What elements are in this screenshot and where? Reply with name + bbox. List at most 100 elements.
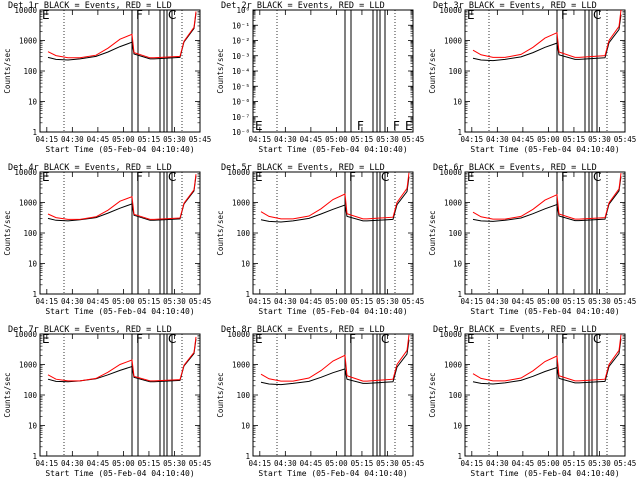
xtick-label: 05:15 [351, 459, 374, 468]
y-axis-label: Counts/sec [428, 210, 437, 255]
xtick-label: 04:45 [512, 297, 535, 306]
event-marker: F [561, 170, 568, 184]
event-marker: C [168, 332, 176, 346]
xtick-label: 05:00 [537, 459, 560, 468]
ytick-label: 1000 [232, 199, 251, 208]
y-axis-label: Counts/sec [3, 210, 12, 255]
panel-title: Det 2r BLACK = Events, RED = LLD [221, 1, 385, 11]
series-lld-line [260, 334, 410, 382]
ytick-label: 1000 [444, 37, 463, 46]
event-marker: C [381, 170, 389, 184]
ytick-label: 1000 [19, 37, 38, 46]
xtick-label: 04:45 [87, 135, 110, 144]
ytick-label: 1 [457, 290, 462, 299]
series-lld-line [47, 11, 197, 59]
panel-det-6: Det 6r BLACK = Events, RED = LLD 1 10 100 10… [428, 163, 636, 316]
panel-det-3: Det 3r BLACK = Events, RED = LLD 1 10 100 10… [428, 1, 636, 154]
panel-det-2: Det 2r BLACK = Events, RED = LLD 10⁻⁸ 10⁻⁷… [216, 1, 424, 154]
xtick-label: 05:30 [376, 135, 399, 144]
xtick-label: 05:30 [376, 459, 399, 468]
ytick-label: 10000 [14, 330, 37, 339]
xtick-label: 04:45 [300, 297, 323, 306]
event-marker: F [393, 119, 400, 133]
ytick-label: 10⁻¹ [232, 21, 250, 30]
xtick-label: 04:30 [486, 297, 509, 306]
xtick-label: 05:45 [402, 459, 425, 468]
xtick-label: 04:15 [461, 297, 484, 306]
ytick-label: 1 [457, 128, 462, 137]
ytick-label: 100 [23, 229, 37, 238]
xtick-label: 05:15 [138, 135, 161, 144]
ytick-label: 10000 [227, 168, 250, 177]
ytick-label: 10 [453, 98, 463, 107]
xtick-label: 04:30 [486, 135, 509, 144]
ytick-label: 1000 [444, 199, 463, 208]
xtick-label: 04:45 [87, 297, 110, 306]
xtick-label: 05:15 [563, 135, 586, 144]
event-marker: F [136, 170, 143, 184]
panel-title: Det 8r BLACK = Events, RED = LLD [221, 325, 385, 335]
y-axis-label: Counts/sec [216, 210, 225, 255]
ytick-label: 1000 [444, 361, 463, 370]
x-axis-label: Start Time (05-Feb-04 04:10:40) [45, 307, 194, 316]
xtick-label: 05:00 [325, 297, 348, 306]
xtick-label: 04:30 [274, 297, 297, 306]
event-marker: E [467, 332, 475, 346]
ytick-label: 1 [245, 452, 250, 461]
ytick-label: 10⁻³ [232, 52, 250, 61]
xtick-label: 04:45 [87, 459, 110, 468]
xtick-label: 05:00 [537, 135, 560, 144]
panel-det-5: Det 5r BLACK = Events, RED = LLD 1 10 100 10… [216, 163, 424, 316]
event-marker: F [357, 119, 364, 133]
xtick-label: 04:15 [249, 135, 272, 144]
xtick-label: 05:00 [112, 459, 135, 468]
ytick-label: 10⁻² [232, 37, 250, 46]
event-marker: F [561, 332, 568, 346]
event-marker: E [467, 8, 475, 22]
xtick-label: 04:15 [461, 135, 484, 144]
event-marker: E [42, 8, 50, 22]
ytick-label: 10 [453, 260, 463, 269]
panel-title: Det 4r BLACK = Events, RED = LLD [8, 163, 172, 173]
ytick-label: 100 [236, 391, 250, 400]
event-marker: E [255, 119, 263, 133]
ytick-label: 10⁻⁶ [232, 98, 250, 107]
y-axis-label: Counts/sec [216, 48, 225, 93]
event-marker: E [467, 170, 475, 184]
xtick-label: 04:45 [512, 459, 535, 468]
y-axis-label: Counts/sec [3, 48, 12, 93]
xtick-label: 05:00 [325, 135, 348, 144]
xtick-label: 05:30 [163, 297, 186, 306]
ytick-label: 1 [245, 290, 250, 299]
ytick-label: 10⁻⁷ [232, 113, 250, 122]
xtick-label: 04:45 [512, 135, 535, 144]
event-marker: E [255, 332, 263, 346]
xtick-label: 05:00 [537, 297, 560, 306]
panel-title: Det 6r BLACK = Events, RED = LLD [433, 163, 597, 173]
xtick-label: 05:30 [588, 135, 611, 144]
ytick-label: 1 [457, 452, 462, 461]
series-lld-line [260, 172, 410, 220]
event-marker: E [42, 170, 50, 184]
series-events-line [260, 339, 410, 386]
event-marker: E [255, 170, 263, 184]
xtick-label: 05:45 [189, 459, 212, 468]
ytick-label: 1000 [19, 199, 38, 208]
xtick-label: 05:15 [351, 297, 374, 306]
ytick-label: 10 [28, 422, 38, 431]
ytick-label: 10 [28, 98, 38, 107]
x-axis-label: Start Time (05-Feb-04 04:10:40) [258, 145, 407, 154]
xtick-label: 05:30 [163, 459, 186, 468]
panel-det-8: Det 8r BLACK = Events, RED = LLD 1 10 100 10… [216, 325, 424, 478]
xtick-label: 04:15 [461, 459, 484, 468]
xtick-label: 05:30 [163, 135, 186, 144]
xtick-label: 05:00 [112, 135, 135, 144]
xtick-label: 05:45 [614, 135, 637, 144]
ytick-label: 100 [23, 67, 37, 76]
ytick-label: 10000 [439, 330, 462, 339]
ytick-label: 1 [32, 290, 37, 299]
xtick-label: 05:15 [138, 459, 161, 468]
series-lld-line [47, 174, 197, 220]
ytick-label: 100 [448, 67, 462, 76]
ytick-label: 10⁻⁸ [232, 128, 250, 137]
